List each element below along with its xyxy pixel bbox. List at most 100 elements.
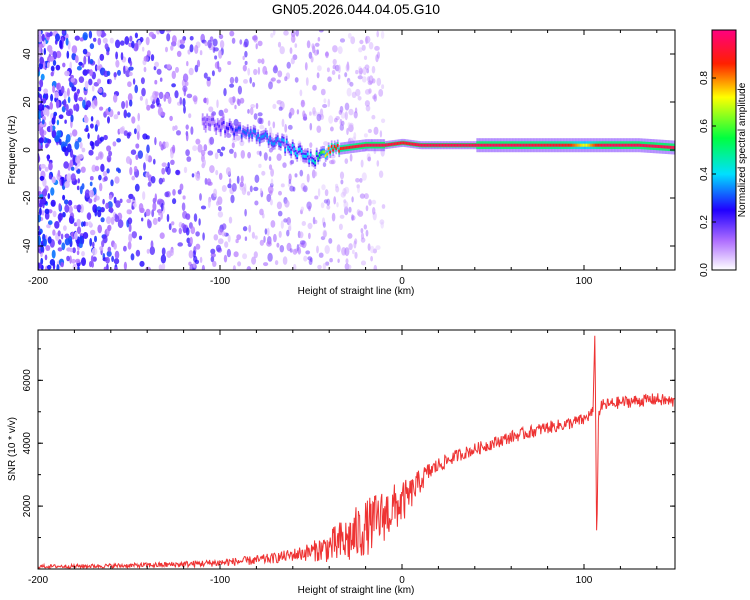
ridge-core	[363, 143, 366, 147]
ridge-core	[213, 124, 216, 127]
noise-speckle	[142, 191, 146, 201]
noise-speckle	[266, 241, 272, 247]
noise-speckle	[242, 253, 248, 260]
noise-speckle	[154, 79, 158, 85]
ridge-core	[323, 150, 326, 154]
noise-speckle	[88, 78, 93, 86]
noise-speckle	[261, 58, 265, 65]
ridge-core	[633, 143, 636, 147]
noise-speckle	[126, 198, 132, 204]
noise-speckle	[364, 64, 370, 70]
x-tick-label: -100	[210, 276, 230, 287]
noise-speckle	[185, 132, 189, 142]
noise-speckle	[89, 176, 94, 181]
ridge-core	[252, 129, 255, 133]
noise-speckle	[308, 232, 311, 240]
ridge-core	[216, 122, 219, 126]
ridge-core	[552, 143, 555, 147]
ridge-core	[387, 143, 390, 147]
noise-speckle	[55, 64, 61, 71]
ridge-core	[348, 145, 351, 149]
noise-speckle	[290, 159, 295, 165]
noise-speckle	[78, 242, 83, 249]
ridge-core	[464, 143, 467, 147]
ridge-core	[317, 157, 320, 160]
noise-speckle	[353, 132, 357, 140]
noise-speckle	[330, 154, 336, 159]
noise-speckle	[195, 231, 200, 237]
noise-speckle	[353, 240, 357, 249]
ridge-core	[368, 143, 371, 147]
noise-speckle	[244, 60, 248, 66]
noise-speckle	[158, 264, 163, 270]
ridge-core	[315, 152, 318, 156]
noise-speckle	[362, 66, 367, 76]
noise-speckle	[83, 55, 87, 65]
noise-speckle	[41, 104, 45, 111]
noise-speckle	[316, 245, 319, 254]
noise-speckle	[210, 248, 216, 255]
noise-speckle	[41, 97, 47, 104]
noise-speckle	[340, 179, 344, 185]
ridge-core	[638, 143, 641, 147]
ridge-core	[204, 125, 207, 129]
colorbar-ticks: 0.0 0.2 0.4 0.6 0.8	[699, 71, 716, 277]
noise-speckle	[234, 104, 237, 110]
noise-speckle	[139, 36, 144, 43]
noise-speckle	[141, 217, 144, 222]
noise-speckle	[129, 60, 133, 67]
noise-speckle	[345, 258, 349, 264]
noise-speckle	[71, 45, 78, 54]
noise-speckle	[373, 126, 379, 135]
noise-speckle	[64, 181, 70, 188]
noise-speckle	[287, 124, 293, 130]
noise-speckle	[129, 35, 133, 42]
noise-speckle	[50, 187, 55, 196]
ridge-core	[351, 145, 354, 149]
noise-speckle	[247, 151, 252, 159]
ridge-core	[281, 138, 284, 141]
ridge-core	[554, 143, 557, 147]
noise-speckle	[56, 264, 60, 270]
noise-speckle	[314, 219, 318, 224]
noise-speckle	[161, 162, 167, 167]
ridge-core	[656, 144, 659, 148]
noise-speckle	[257, 117, 263, 124]
ridge-core	[483, 143, 486, 147]
noise-speckle	[229, 30, 235, 37]
ridge-core	[507, 143, 510, 147]
noise-speckle	[68, 215, 74, 224]
noise-speckle	[350, 36, 356, 45]
noise-speckle	[139, 260, 145, 267]
noise-speckle	[286, 61, 291, 69]
noise-speckle	[106, 168, 110, 174]
noise-speckle	[135, 154, 139, 160]
ridge-core	[264, 132, 267, 136]
ridge-core	[518, 143, 521, 147]
noise-speckle	[361, 76, 367, 83]
noise-speckle	[45, 245, 51, 251]
noise-speckle	[368, 199, 372, 206]
ridge-core	[663, 145, 666, 149]
noise-speckle	[63, 98, 67, 108]
noise-speckle	[110, 179, 114, 187]
ridge-core	[207, 122, 210, 126]
noise-speckle	[221, 146, 226, 151]
noise-speckle	[268, 148, 273, 153]
noise-speckle	[247, 109, 250, 114]
noise-speckle	[161, 263, 166, 270]
noise-speckle	[76, 65, 82, 71]
noise-speckle	[207, 150, 214, 156]
noise-speckle	[236, 234, 242, 241]
noise-speckle	[72, 263, 77, 270]
noise-speckle	[259, 150, 262, 157]
noise-speckle	[98, 151, 104, 160]
noise-speckle	[145, 208, 151, 217]
noise-speckle	[197, 144, 203, 153]
ridge-core	[606, 143, 609, 147]
noise-speckle	[214, 61, 219, 69]
ridge-core	[543, 143, 546, 147]
noise-speckle	[326, 198, 331, 206]
noise-speckle	[360, 228, 364, 234]
ridge-core	[542, 143, 545, 147]
